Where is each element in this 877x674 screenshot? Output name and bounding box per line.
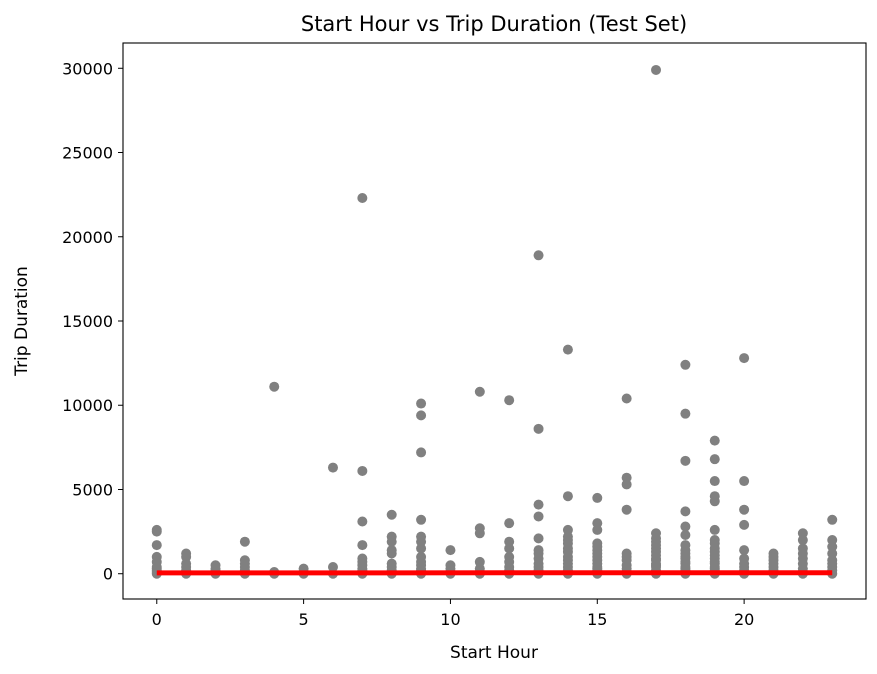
scatter-point: [416, 543, 427, 554]
scatter-point: [151, 526, 162, 537]
x-tick-label: 10: [440, 610, 460, 629]
scatter-point: [592, 492, 603, 503]
scatter-point: [504, 518, 515, 529]
scatter-point: [357, 193, 368, 204]
scatter-point: [474, 386, 485, 397]
y-tick-label: 25000: [62, 144, 113, 163]
scatter-point: [680, 521, 691, 532]
scatter-point: [709, 496, 720, 507]
scatter-point: [269, 381, 280, 392]
scatter-point: [533, 423, 544, 434]
scatter-point: [357, 465, 368, 476]
scatter-point: [827, 514, 838, 525]
scatter-point: [621, 504, 632, 515]
x-tick-label: 5: [299, 610, 309, 629]
y-tick-label: 20000: [62, 228, 113, 247]
scatter-point: [651, 64, 662, 75]
x-tick-label: 0: [152, 610, 162, 629]
scatter-point: [445, 545, 456, 556]
y-tick-label: 0: [103, 565, 113, 584]
scatter-point: [327, 462, 338, 473]
scatter-point: [680, 529, 691, 540]
plot-background: [123, 43, 866, 599]
scatter-point: [709, 454, 720, 465]
scatter-point: [504, 395, 515, 406]
scatter-point: [739, 504, 750, 515]
x-axis: 0 5 10 15 20: [152, 599, 754, 629]
scatter-point: [562, 344, 573, 355]
scatter-point: [680, 506, 691, 517]
scatter-point: [709, 524, 720, 535]
y-tick-label: 5000: [72, 480, 113, 499]
scatter-point: [621, 479, 632, 490]
scatter-point: [533, 250, 544, 261]
scatter-point: [357, 516, 368, 527]
scatter-point: [709, 435, 720, 446]
y-axis-label: Trip Duration: [12, 266, 32, 377]
scatter-point: [562, 491, 573, 502]
scatter-point: [416, 410, 427, 421]
scatter-point: [386, 548, 397, 559]
scatter-point: [680, 455, 691, 466]
scatter-point: [151, 540, 162, 551]
y-tick-label: 15000: [62, 312, 113, 331]
scatter-point: [739, 353, 750, 364]
scatter-point: [680, 359, 691, 370]
scatter-point: [739, 519, 750, 530]
x-axis-label: Start Hour: [450, 643, 538, 663]
scatter-point: [533, 511, 544, 522]
scatter-point: [533, 533, 544, 544]
scatter-point: [680, 408, 691, 419]
chart-title: Start Hour vs Trip Duration (Test Set): [301, 12, 687, 36]
scatter-point: [416, 514, 427, 525]
scatter-point: [533, 499, 544, 510]
scatter-point: [709, 476, 720, 487]
scatter-point: [416, 398, 427, 409]
y-axis: 0 5000 10000 15000 20000 25000 30000: [62, 59, 123, 584]
scatter-point: [357, 540, 368, 551]
scatter-point: [504, 543, 515, 554]
scatter-point: [739, 545, 750, 556]
scatter-point: [474, 528, 485, 539]
scatter-point: [739, 476, 750, 487]
scatter-point: [239, 536, 250, 547]
y-tick-label: 10000: [62, 396, 113, 415]
scatter-point: [386, 509, 397, 520]
scatter-point: [621, 393, 632, 404]
x-tick-label: 15: [587, 610, 607, 629]
scatter-point: [416, 447, 427, 458]
scatter-point: [592, 524, 603, 535]
scatter-point: [386, 536, 397, 547]
x-tick-label: 20: [734, 610, 754, 629]
y-tick-label: 30000: [62, 59, 113, 78]
scatter-point: [797, 535, 808, 546]
